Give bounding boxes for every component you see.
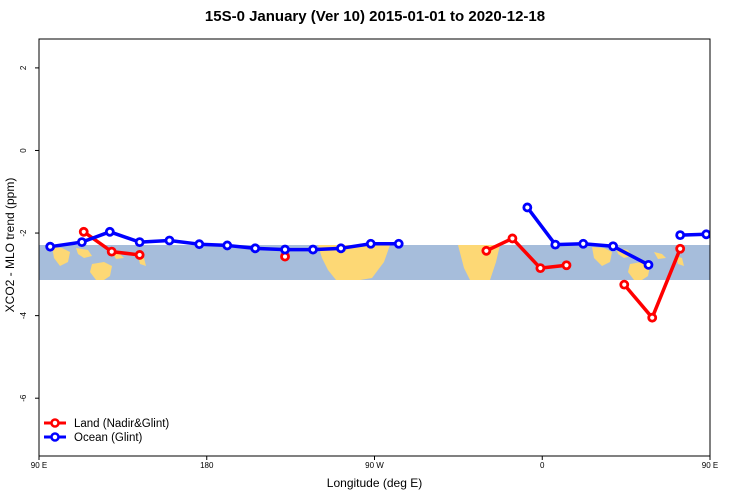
series-line — [485, 236, 567, 270]
axes: 90 E 180 90 W 0 90 E 2 0 -2 -4 -6 — [19, 65, 718, 470]
data-point — [222, 240, 233, 251]
legend-ocean-marker — [50, 432, 60, 442]
x-tick-label: 90 E — [31, 461, 47, 470]
data-point — [535, 263, 546, 274]
world-map-band — [39, 245, 710, 280]
data-point — [250, 243, 261, 254]
data-point — [164, 235, 175, 246]
land-indonesia-left — [52, 247, 70, 266]
legend-ocean-label: Ocean (Glint) — [74, 432, 143, 444]
y-tick-label: 2 — [19, 65, 28, 70]
chart-title: 15S-0 January (Ver 10) 2015-01-01 to 202… — [204, 8, 546, 25]
y-tick-label: 0 — [19, 148, 28, 153]
series-line — [680, 232, 710, 237]
land-newguinea-left — [76, 248, 92, 258]
data-point — [578, 238, 589, 249]
data-point — [481, 245, 492, 256]
data-point — [134, 250, 145, 260]
data-point — [675, 243, 686, 254]
data-point — [647, 312, 658, 323]
legend-land-marker — [50, 418, 60, 428]
series-layer — [45, 202, 738, 323]
data-point — [45, 241, 56, 252]
data-point — [134, 237, 145, 248]
data-point — [522, 202, 533, 213]
y-tick-label: -4 — [19, 312, 28, 320]
data-point — [619, 279, 630, 290]
data-point — [561, 260, 572, 271]
data-point — [365, 238, 376, 249]
data-point — [308, 244, 318, 255]
data-point — [336, 243, 346, 254]
legend: Land (Nadir&Glint) Ocean (Glint) — [44, 418, 169, 444]
land-south-america — [318, 245, 390, 280]
data-point — [76, 237, 87, 248]
x-tick-label: 0 — [540, 461, 545, 470]
y-tick-label: -2 — [19, 229, 28, 237]
data-point — [280, 244, 290, 255]
land-islands-right — [654, 252, 666, 259]
series-1 — [45, 202, 738, 270]
data-point — [104, 226, 115, 237]
y-tick-label: -6 — [19, 394, 28, 402]
plot-frame — [38, 38, 711, 457]
data-point — [78, 226, 89, 237]
x-tick-label: 90 W — [365, 461, 384, 470]
x-axis-label: Longitude (deg E) — [326, 476, 423, 490]
data-point — [675, 230, 686, 241]
data-point — [731, 236, 738, 243]
legend-land-label: Land (Nadir&Glint) — [74, 418, 169, 430]
data-point — [507, 233, 518, 244]
land-indonesia-right — [592, 247, 612, 266]
x-tick-label: 90 E — [702, 461, 718, 470]
data-point — [608, 241, 618, 252]
data-point — [701, 229, 710, 240]
data-point — [550, 239, 561, 250]
data-point — [194, 239, 205, 250]
data-point — [106, 246, 117, 257]
data-point — [643, 259, 654, 270]
x-tick-label: 180 — [200, 461, 214, 470]
y-axis-label: XCO2 - MLO trend (ppm) — [3, 177, 17, 313]
land-australia-left — [90, 262, 112, 280]
data-point — [393, 238, 404, 249]
